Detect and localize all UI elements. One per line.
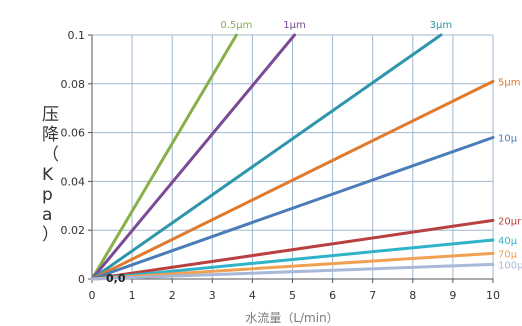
origin-label: 0,0	[106, 272, 126, 285]
series-lines	[90, 33, 495, 281]
x-tick-label: 0	[89, 289, 96, 302]
x-tick-label: 3	[209, 289, 216, 302]
grid	[92, 34, 494, 279]
series-line	[90, 218, 495, 281]
series-line	[90, 136, 495, 281]
series-line	[90, 33, 296, 281]
y-tick-label: 0.06	[61, 127, 86, 140]
series-label: 10μ	[498, 133, 518, 144]
y-tick-label: 0	[78, 273, 85, 286]
x-tick-label: 4	[249, 289, 256, 302]
series-label: 5μm	[498, 77, 520, 88]
x-tick-label: 8	[409, 289, 416, 302]
series-label: 1μm	[283, 20, 305, 31]
series-line	[90, 33, 443, 281]
x-tick-label: 9	[449, 289, 456, 302]
series-label: 20μr	[498, 216, 522, 227]
x-tick-label: 10	[486, 289, 500, 302]
series-line	[90, 251, 495, 281]
y-tick-label: 0.02	[61, 224, 86, 237]
series-label: 70μ	[498, 249, 518, 260]
series-line	[90, 262, 495, 281]
x-tick-label: 7	[369, 289, 376, 302]
x-tick-label: 6	[329, 289, 336, 302]
y-tick-label: 0.04	[61, 175, 86, 188]
series-line	[90, 33, 238, 281]
y-tick-label: 0.1	[68, 29, 86, 42]
series-line	[90, 79, 495, 281]
x-axis-label: 水流量（L/min）	[245, 311, 338, 325]
x-tick-label: 1	[129, 289, 136, 302]
series-label: 0.5μm	[220, 20, 252, 31]
series-line	[90, 238, 495, 281]
series-label: 3μm	[430, 20, 452, 31]
y-tick-label: 0.08	[61, 78, 86, 91]
series-label: 40μ	[498, 236, 518, 247]
x-tick-label: 2	[169, 289, 176, 302]
x-tick-label: 5	[289, 289, 296, 302]
series-label: 100μ	[498, 260, 522, 271]
